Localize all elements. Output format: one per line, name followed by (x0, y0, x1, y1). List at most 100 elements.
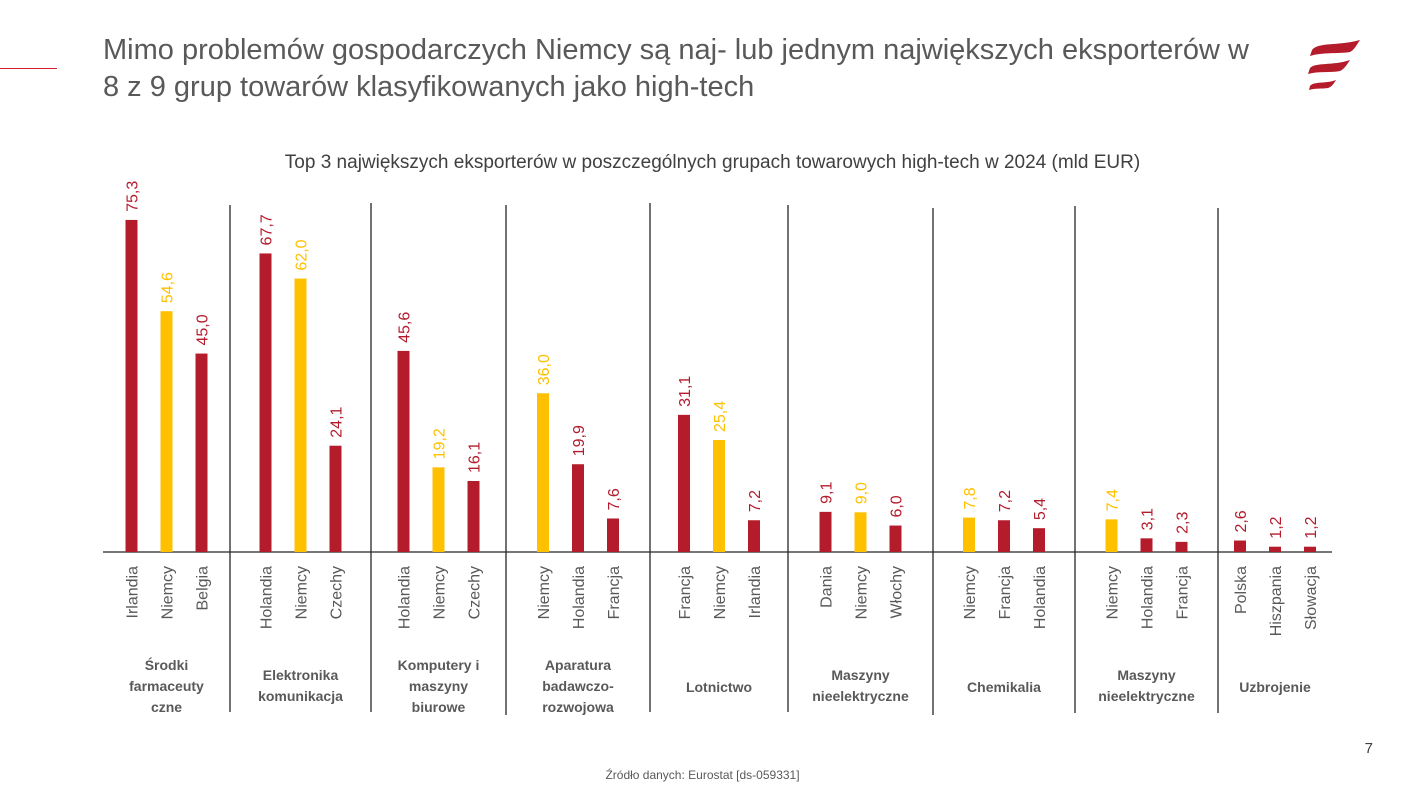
bar (467, 480, 480, 552)
group-label: Lotnictwo (686, 679, 752, 695)
bar (1234, 540, 1246, 552)
country-tick-label: Dania (819, 566, 836, 608)
group-label: komunikacja (258, 688, 343, 704)
group-label: Środki (145, 656, 189, 673)
data-label: 67,7 (259, 214, 276, 245)
brand-logo-icon (1308, 40, 1360, 90)
country-tick-label: Niemcy (1105, 566, 1122, 619)
country-tick-label: Niemcy (962, 566, 979, 619)
bar (294, 278, 307, 552)
bar (607, 518, 619, 552)
group-label: badawczo- (542, 678, 614, 694)
country-tick-label: Francja (677, 566, 694, 619)
country-tick-label: Belgia (195, 566, 212, 611)
bar (713, 439, 725, 552)
group-label: farmaceuty (129, 678, 204, 694)
country-tick-label: Holandia (397, 566, 414, 629)
data-label: 5,4 (1032, 498, 1049, 520)
country-tick-label: Irlandia (747, 566, 764, 619)
bar (1269, 546, 1281, 552)
group-label: Uzbrojenie (1239, 679, 1311, 695)
group-label: Maszyny (1117, 667, 1176, 683)
bar (537, 393, 549, 552)
country-tick-label: Niemcy (160, 566, 177, 619)
group-label: Aparatura (545, 657, 611, 673)
group-label: czne (151, 699, 182, 715)
data-label: 7,4 (1105, 489, 1122, 511)
accent-line (0, 68, 57, 69)
bar (963, 517, 975, 552)
country-tick-label: Hiszpania (1268, 566, 1285, 636)
data-label: 6,0 (889, 495, 906, 517)
bar (160, 311, 173, 552)
group-label: nieelektryczne (812, 688, 909, 704)
chart-title: Top 3 największych eksporterów w poszcze… (284, 152, 1141, 173)
bar (678, 414, 690, 552)
country-tick-label: Niemcy (854, 566, 871, 619)
data-label: 25,4 (712, 401, 729, 432)
data-label: 54,6 (160, 272, 177, 303)
data-label: 7,6 (606, 488, 623, 510)
page-title: Mimo problemów gospodarczych Niemcy są n… (103, 34, 1249, 103)
data-label: 1,2 (1303, 516, 1320, 538)
data-label: 7,2 (997, 490, 1014, 512)
bar (1304, 546, 1316, 552)
data-label: 9,0 (854, 482, 871, 504)
data-label: 16,1 (467, 442, 484, 473)
group-label: Maszyny (831, 667, 890, 683)
bar (889, 525, 902, 552)
bar (1033, 528, 1045, 552)
data-label: 62,0 (294, 239, 311, 270)
group-label: maszyny (409, 678, 468, 694)
bar (397, 350, 410, 552)
data-source: Źródło danych: Eurostat [ds-059331] (605, 768, 800, 782)
bar (854, 512, 867, 552)
data-label: 45,6 (397, 312, 414, 343)
data-label: 9,1 (819, 482, 836, 504)
data-label: 19,9 (571, 425, 588, 456)
bar (195, 353, 208, 552)
group-label: Chemikalia (967, 679, 1041, 695)
data-label: 31,1 (677, 376, 694, 407)
country-tick-label: Francja (606, 566, 623, 619)
bar (432, 467, 445, 552)
bar (748, 520, 760, 552)
bar (259, 253, 272, 552)
bar (1140, 538, 1153, 552)
data-label: 24,1 (329, 406, 346, 437)
country-tick-label: Czechy (467, 566, 484, 619)
group-label: Komputery i (398, 657, 480, 673)
data-label: 2,3 (1175, 512, 1192, 534)
country-tick-label: Słowacja (1303, 566, 1320, 630)
country-tick-label: Niemcy (432, 566, 449, 619)
data-label: 3,1 (1140, 508, 1157, 530)
country-tick-label: Czechy (329, 566, 346, 619)
group-label: Elektronika (263, 667, 339, 683)
data-label: 7,2 (747, 490, 764, 512)
country-tick-label: Niemcy (712, 566, 729, 619)
country-tick-label: Holandia (1140, 566, 1157, 629)
page-number: 7 (1364, 740, 1373, 757)
bar (998, 520, 1010, 552)
bar (1105, 519, 1118, 552)
country-tick-label: Irlandia (125, 566, 142, 619)
data-label: 2,6 (1233, 510, 1250, 532)
country-tick-label: Holandia (571, 566, 588, 629)
bar (1175, 541, 1188, 552)
bar (572, 464, 584, 552)
country-tick-label: Holandia (259, 566, 276, 629)
data-label: 75,3 (125, 181, 142, 212)
data-label: 1,2 (1268, 516, 1285, 538)
country-tick-label: Francja (1175, 566, 1192, 619)
bar (125, 219, 138, 552)
data-label: 7,8 (962, 487, 979, 509)
group-label: rozwojowa (542, 699, 614, 715)
bar (819, 511, 832, 552)
data-label: 19,2 (432, 428, 449, 459)
country-tick-label: Holandia (1032, 566, 1049, 629)
data-label: 36,0 (536, 354, 553, 385)
group-label: biurowe (412, 699, 466, 715)
country-tick-label: Francja (997, 566, 1014, 619)
country-tick-label: Włochy (889, 566, 906, 618)
